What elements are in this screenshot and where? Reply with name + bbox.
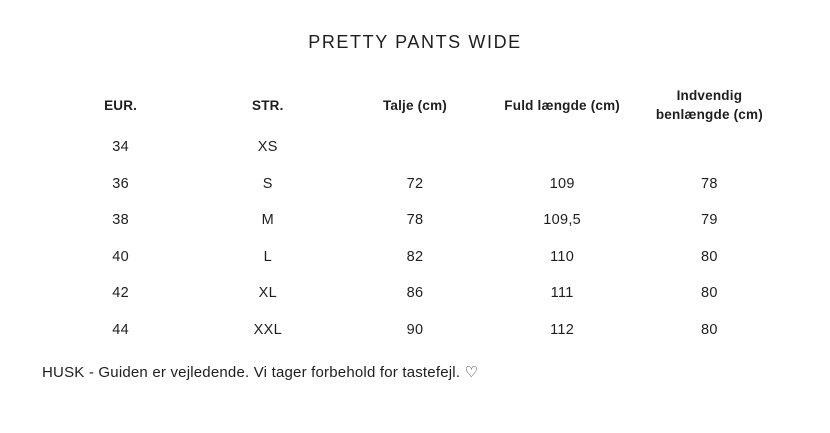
table-row-xl: 42 XL 86 111 80 xyxy=(47,275,783,312)
cell-eur: 42 xyxy=(112,285,129,302)
cell-talje: 78 xyxy=(406,212,424,229)
cell-fuld-laengde: 112 xyxy=(550,321,575,338)
table-header-row: EUR. STR. Talje (cm) Fuld længde (cm) In… xyxy=(47,81,783,129)
cell-indvendig-benlaengde: 80 xyxy=(701,321,718,338)
cell-indvendig-benlaengde xyxy=(636,129,783,166)
cell-eur: 40 xyxy=(112,248,129,265)
table-row-l: 40 L 82 110 80 xyxy=(47,239,783,276)
cell-fuld-laengde: 109 xyxy=(549,175,575,192)
cell-str: XS xyxy=(257,139,278,156)
cell-talje: 86 xyxy=(406,285,424,302)
cell-talje xyxy=(341,129,488,166)
column-header-eur: EUR. xyxy=(104,97,138,113)
cell-str: M xyxy=(261,212,274,229)
cell-talje: 82 xyxy=(406,248,424,265)
table-row-m: 38 M 78 109,5 79 xyxy=(47,202,783,239)
cell-indvendig-benlaengde: 78 xyxy=(701,175,718,192)
column-header-talje: Talje (cm) xyxy=(382,97,447,113)
cell-eur: 44 xyxy=(112,321,129,338)
column-header-fuld-laengde: Fuld længde (cm) xyxy=(504,97,620,113)
cell-str: XL xyxy=(258,285,277,302)
table-row-xxl: 44 XXL 90 112 80 xyxy=(47,312,783,349)
column-header-str: STR. xyxy=(252,97,284,113)
cell-fuld-laengde xyxy=(489,129,636,166)
cell-indvendig-benlaengde: 79 xyxy=(701,212,718,229)
cell-fuld-laengde: 109,5 xyxy=(543,212,582,229)
size-guide-page: PRETTY PANTS WIDE EUR. STR. Talje (cm) F… xyxy=(42,32,783,381)
cell-str: L xyxy=(263,248,272,265)
cell-talje: 72 xyxy=(406,175,424,192)
cell-indvendig-benlaengde: 80 xyxy=(701,285,718,302)
cell-indvendig-benlaengde: 80 xyxy=(701,248,718,265)
cell-fuld-laengde: 110 xyxy=(550,248,575,265)
cell-str: XXL xyxy=(253,321,282,338)
footer-note: HUSK - Guiden er vejledende. Vi tager fo… xyxy=(42,364,479,381)
cell-fuld-laengde: 111 xyxy=(550,285,574,302)
page-title: PRETTY PANTS WIDE xyxy=(308,32,522,52)
size-table: EUR. STR. Talje (cm) Fuld længde (cm) In… xyxy=(47,81,783,348)
cell-str: S xyxy=(262,175,273,192)
cell-eur: 36 xyxy=(112,175,129,192)
cell-talje: 90 xyxy=(406,321,424,338)
cell-eur: 38 xyxy=(112,212,129,229)
column-header-indvendig-benlaengde: Indvendig benlængde (cm) xyxy=(655,88,763,122)
table-row-s: 36 S 72 109 78 xyxy=(47,166,783,203)
table-row-xs: 34 XS xyxy=(47,129,783,166)
cell-eur: 34 xyxy=(112,139,129,156)
